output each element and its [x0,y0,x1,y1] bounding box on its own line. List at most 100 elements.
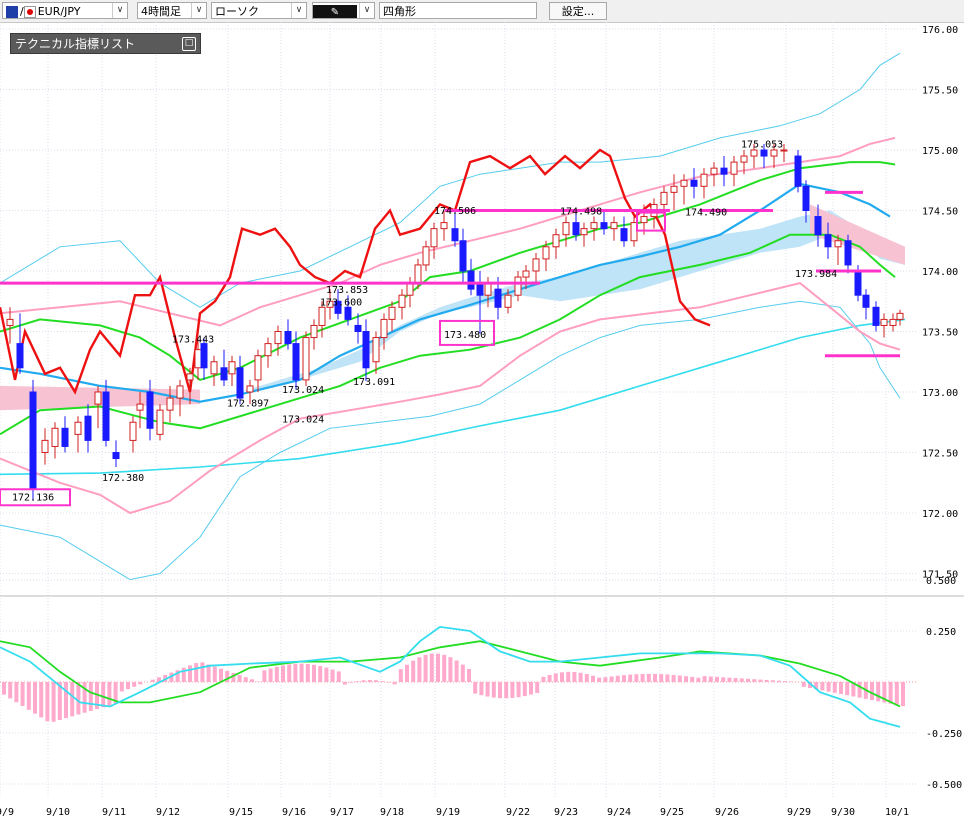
timeframe-select[interactable]: 4時間足 ∨ [137,2,207,19]
osc-histogram-bar [417,657,422,682]
osc-histogram-bar [591,675,595,682]
candle-body [388,306,396,320]
osc-histogram-bar [175,670,180,682]
y-tick-label: 174.00 [922,267,958,278]
osc-histogram-bar [876,682,881,702]
symbol-select[interactable]: / EUR/JPY ∨ [2,2,128,19]
osc-histogram-bar [659,674,664,682]
osc-histogram-bar [609,676,614,682]
osc-histogram-bar [200,662,205,682]
bollinger-upper-1 [0,136,896,327]
osc-histogram-bar [448,657,453,682]
long-ma-line [0,318,906,476]
y-tick-label: 172.50 [922,449,958,460]
x-tick-label: 9/26 [715,807,739,818]
osc-histogram-bar [361,680,366,682]
osc-histogram-bar [826,682,831,692]
osc-histogram-bar [312,664,316,682]
osc-histogram-bar [696,677,701,682]
toolbar: / EUR/JPY ∨ 4時間足 ∨ ローソク ∨ ✎ ∨ 四角形 設定... [0,0,964,23]
price-label: 172.380 [102,473,144,484]
x-tick-label: 9/17 [330,807,354,818]
candle-body [112,452,120,460]
candle-body [802,185,810,212]
osc-histogram-bar [169,672,174,682]
chevron-down-icon[interactable]: ∨ [291,3,306,18]
candle-body [302,337,310,381]
chevron-down-icon[interactable]: ∨ [191,3,206,18]
osc-histogram-bar [498,682,502,699]
osc-histogram-bar [553,673,558,682]
price-label: 172.136 [12,493,54,504]
candle-body [620,228,628,242]
candle-body [690,179,698,187]
y-tick-label: 172.00 [922,509,958,520]
osc-histogram-bar [839,682,843,695]
x-tick-label: 9/9 [0,807,14,818]
osc-histogram-bar [95,682,99,710]
osc-histogram-bar [206,664,211,682]
osc-histogram-bar [318,666,323,682]
osc-histogram-bar [188,665,192,682]
osc-histogram-bar [299,663,304,682]
osc-histogram-bar [522,682,527,697]
candle-body [794,155,802,187]
chart-style-select[interactable]: ローソク ∨ [211,2,307,19]
osc-histogram-bar [485,682,490,697]
candle-body [398,294,406,308]
indicator-list-panel[interactable]: テクニカル指標リスト □ [10,33,201,54]
candle-body [610,222,618,230]
restore-icon[interactable]: □ [182,37,196,51]
osc-histogram-bar [157,677,161,682]
osc-histogram-bar [460,664,465,682]
x-tick-label: 9/22 [506,807,530,818]
osc-histogram-bar [491,682,496,698]
osc-histogram-bar [336,671,341,682]
osc-histogram-bar [305,664,310,682]
osc-histogram-bar [479,682,484,696]
candle-body [102,391,110,441]
candle-body [514,276,522,296]
chevron-down-icon[interactable]: ∨ [359,3,374,18]
candle-body [862,294,870,308]
candle-body [200,343,208,369]
x-tick-label: 9/24 [607,807,631,818]
candle-body [129,421,137,441]
settings-button[interactable]: 設定... [549,2,607,20]
osc-histogram-bar [665,674,670,682]
osc-histogram-bar [64,682,68,719]
eu-flag-icon [6,6,18,18]
osc-histogram-bar [405,664,409,682]
osc-histogram-bar [181,667,186,682]
candle-body [166,397,174,411]
candle-body [380,318,388,339]
osc-tick-label: -0.250 [926,729,962,740]
osc-histogram-bar [814,682,819,690]
candle-body [770,149,778,157]
osc-histogram-bar [708,676,713,682]
osc-histogram-bar [820,682,825,691]
osc-histogram-bar [566,671,571,682]
osc-histogram-bar [138,682,143,685]
osc-histogram-bar [603,677,608,682]
osc-histogram-bar [132,682,137,687]
candle-body [136,403,144,411]
candle-body [372,337,380,363]
candle-body [210,361,218,375]
osc-histogram-bar [777,680,781,682]
shape-field[interactable]: 四角形 [379,2,537,19]
osc-histogram-bar [70,682,75,717]
osc-histogram-bar [442,654,447,682]
price-chart: 176.00 175.50 175.00 174.50 174.00 173.50 173.… [0,22,964,818]
candle-body [580,228,588,236]
candle-body [660,191,668,205]
candle-body [406,282,414,296]
candle-body [440,222,448,230]
candle-body [467,270,475,290]
osc-histogram-bar [535,682,540,693]
bollinger-upper-2 [0,52,901,308]
candle-body [844,240,852,266]
candle-body [6,318,14,326]
draw-tool-select[interactable]: ✎ ∨ [312,2,375,19]
chevron-down-icon[interactable]: ∨ [112,3,127,18]
